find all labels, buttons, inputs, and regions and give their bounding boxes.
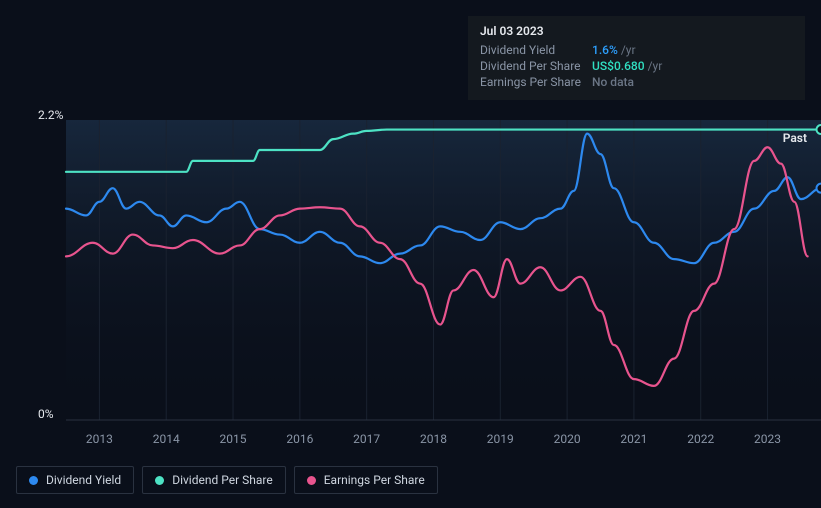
tooltip-label: Earnings Per Share xyxy=(480,75,592,89)
tooltip-value: 1.6% xyxy=(592,43,618,57)
swatch-icon xyxy=(307,476,316,485)
x-tick-label: 2018 xyxy=(420,432,447,446)
legend-label: Dividend Yield xyxy=(46,473,121,487)
tooltip-row-eps: Earnings Per Share No data xyxy=(480,74,793,90)
x-tick-label: 2017 xyxy=(353,432,380,446)
legend-label: Dividend Per Share xyxy=(172,473,273,487)
x-tick-label: 2022 xyxy=(687,432,714,446)
x-tick-label: 2015 xyxy=(220,432,247,446)
x-tick-label: 2021 xyxy=(620,432,647,446)
tooltip-value: No data xyxy=(592,75,634,89)
end-marker-dividend_yield xyxy=(817,184,821,193)
legend-item-eps[interactable]: Earnings Per Share xyxy=(294,466,438,494)
tooltip-row-yield: Dividend Yield 1.6% /yr xyxy=(480,42,793,58)
legend-item-dps[interactable]: Dividend Per Share xyxy=(142,466,286,494)
tooltip-label: Dividend Per Share xyxy=(480,59,592,73)
x-axis: 2013 2014 2015 2016 2017 2018 2019 2020 2021 2022… xyxy=(66,432,821,448)
x-tick-label: 2016 xyxy=(286,432,313,446)
x-tick-label: 2019 xyxy=(487,432,514,446)
legend-label: Earnings Per Share xyxy=(324,473,425,487)
x-tick-label: 2013 xyxy=(86,432,113,446)
legend-item-yield[interactable]: Dividend Yield xyxy=(16,466,134,494)
plot-background xyxy=(66,120,821,420)
legend: Dividend Yield Dividend Per Share Earnin… xyxy=(16,466,438,494)
x-tick-label: 2014 xyxy=(153,432,180,446)
chart-tooltip: Jul 03 2023 Dividend Yield 1.6% /yr Divi… xyxy=(468,16,805,100)
tooltip-label: Dividend Yield xyxy=(480,43,592,57)
end-marker-dividend_per_share xyxy=(817,125,821,134)
swatch-icon xyxy=(155,476,164,485)
x-tick-label: 2020 xyxy=(554,432,581,446)
swatch-icon xyxy=(29,476,38,485)
tooltip-unit: /yr xyxy=(648,59,663,73)
past-label: Past xyxy=(783,131,807,145)
tooltip-date: Jul 03 2023 xyxy=(480,24,793,42)
tooltip-row-dps: Dividend Per Share US$0.680 /yr xyxy=(480,58,793,74)
tooltip-value: US$0.680 xyxy=(592,59,645,73)
tooltip-unit: /yr xyxy=(621,43,636,57)
x-tick-label: 2023 xyxy=(754,432,781,446)
